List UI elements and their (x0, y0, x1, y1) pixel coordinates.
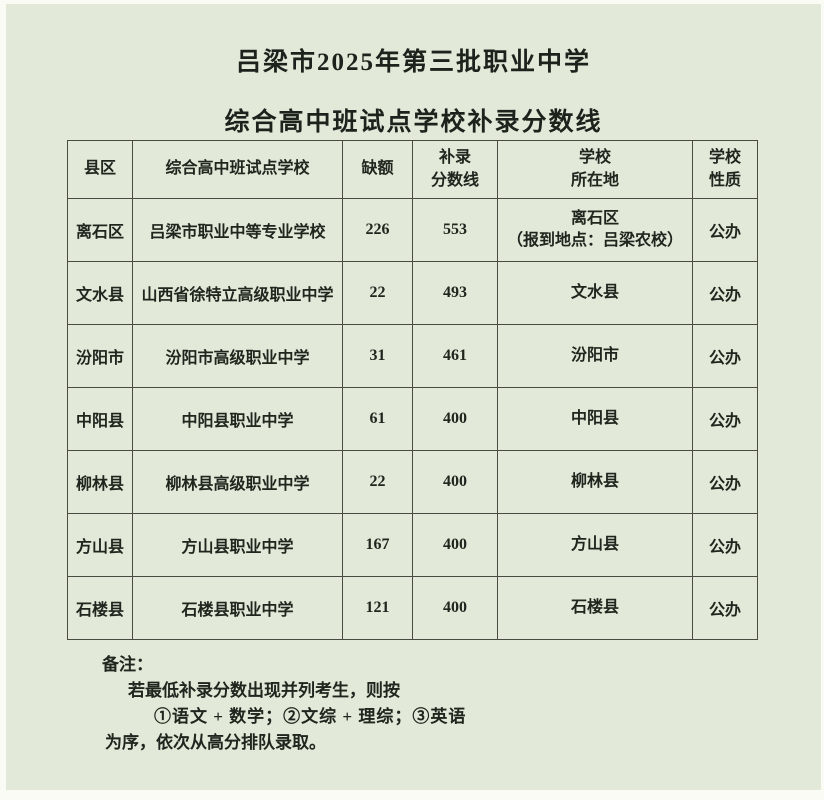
table-row: 文水县 山西省徐特立高级职业中学 22 493 文水县 公办 (67, 261, 758, 325)
cell-county: 汾阳市 (67, 324, 133, 388)
col-header-location: 学校 所在地 (497, 140, 693, 199)
notes-line-3: 为序，依次从高分排队录取。 (105, 733, 326, 752)
cell-county: 方山县 (67, 513, 133, 577)
cell-nature: 公办 (692, 513, 758, 577)
cell-location: 汾阳市 (497, 324, 693, 388)
table-row: 中阳县 中阳县职业中学 61 400 中阳县 公办 (67, 387, 758, 451)
cell-location: 石楼县 (497, 576, 693, 640)
document-title-line2: 综合高中班试点学校补录分数线 (224, 109, 603, 136)
cell-school: 石楼县职业中学 (132, 576, 343, 640)
cell-school: 中阳县职业中学 (132, 387, 343, 451)
cell-county: 文水县 (67, 261, 133, 325)
cell-nature: 公办 (692, 198, 758, 262)
col-header-vacancy: 缺额 (342, 140, 413, 199)
cell-vacancy: 61 (342, 387, 413, 451)
cell-vacancy: 22 (342, 450, 413, 514)
cell-location: 柳林县 (497, 450, 693, 514)
document-title-line1: 吕梁市2025年第三批职业中学 (235, 49, 591, 76)
cell-school: 吕梁市职业中等专业学校 (132, 198, 343, 262)
cell-location: 中阳县 (497, 387, 693, 451)
table-row: 汾阳市 汾阳市高级职业中学 31 461 汾阳市 公办 (67, 324, 758, 388)
cell-county: 离石区 (67, 198, 133, 262)
cell-school: 柳林县高级职业中学 (132, 450, 343, 514)
cell-school: 山西省徐特立高级职业中学 (132, 261, 343, 325)
cell-vacancy: 226 (342, 198, 413, 262)
score-table: 县区 综合高中班试点学校 缺额 补录 分数线 学校 所在地 学校 性质 离石区 … (67, 140, 758, 640)
cell-nature: 公办 (692, 387, 758, 451)
table-header-row: 县区 综合高中班试点学校 缺额 补录 分数线 学校 所在地 学校 性质 (67, 140, 758, 199)
cell-score: 553 (412, 198, 498, 262)
cell-nature: 公办 (692, 324, 758, 388)
document-sheet: 吕梁市2025年第三批职业中学 综合高中班试点学校补录分数线 县区 综合高中班试… (6, 4, 821, 790)
col-header-nature: 学校 性质 (692, 140, 758, 199)
table-row: 离石区 吕梁市职业中等专业学校 226 553 离石区 （报到地点：吕梁农校） … (67, 198, 758, 262)
cell-nature: 公办 (692, 576, 758, 640)
cell-school: 汾阳市高级职业中学 (132, 324, 343, 388)
cell-vacancy: 167 (342, 513, 413, 577)
cell-vacancy: 121 (342, 576, 413, 640)
cell-score: 400 (412, 513, 498, 577)
cell-vacancy: 31 (342, 324, 413, 388)
cell-county: 石楼县 (67, 576, 133, 640)
col-header-school: 综合高中班试点学校 (132, 140, 343, 199)
cell-location: 方山县 (497, 513, 693, 577)
cell-score: 493 (412, 261, 498, 325)
col-header-county: 县区 (67, 140, 133, 199)
cell-score: 400 (412, 450, 498, 514)
col-header-score-line: 补录 分数线 (412, 140, 498, 199)
table-row: 方山县 方山县职业中学 167 400 方山县 公办 (67, 513, 758, 577)
cell-score: 461 (412, 324, 498, 388)
cell-location: 文水县 (497, 261, 693, 325)
cell-location: 离石区 （报到地点：吕梁农校） (497, 198, 693, 262)
cell-nature: 公办 (692, 261, 758, 325)
notes-label: 备注： (102, 655, 153, 674)
cell-county: 柳林县 (67, 450, 133, 514)
table-row: 石楼县 石楼县职业中学 121 400 石楼县 公办 (67, 576, 758, 640)
cell-county: 中阳县 (67, 387, 133, 451)
cell-vacancy: 22 (342, 261, 413, 325)
cell-score: 400 (412, 576, 498, 640)
table-row: 柳林县 柳林县高级职业中学 22 400 柳林县 公办 (67, 450, 758, 514)
notes-line-2: ①语文 + 数学；②文综 + 理综；③英语 (154, 707, 467, 726)
notes-section: 备注： 若最低补录分数出现并列考生，则按 ①语文 + 数学；②文综 + 理综；③… (100, 652, 466, 756)
cell-school: 方山县职业中学 (132, 513, 343, 577)
cell-nature: 公办 (692, 450, 758, 514)
notes-line-1: 若最低补录分数出现并列考生，则按 (128, 681, 400, 700)
cell-score: 400 (412, 387, 498, 451)
